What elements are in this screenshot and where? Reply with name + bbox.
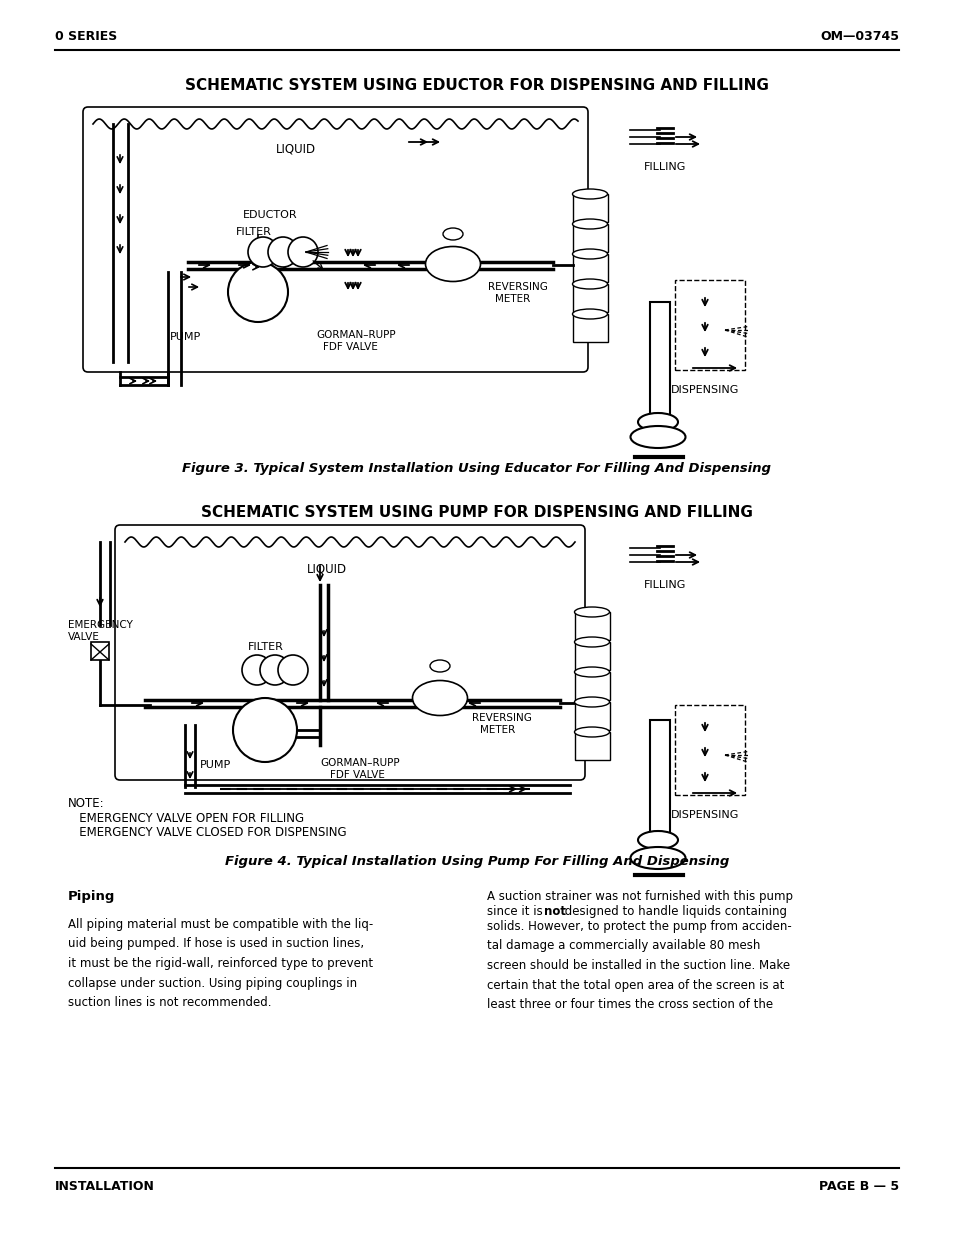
- Ellipse shape: [442, 228, 462, 240]
- Text: FILTER: FILTER: [248, 642, 284, 652]
- Text: GORMAN–RUPP: GORMAN–RUPP: [315, 330, 395, 340]
- Bar: [575, 672, 609, 700]
- Bar: [575, 732, 609, 760]
- Ellipse shape: [630, 426, 685, 448]
- Text: LIQUID: LIQUID: [275, 142, 315, 156]
- Bar: [573, 254, 607, 282]
- Ellipse shape: [574, 606, 609, 618]
- Circle shape: [228, 262, 288, 322]
- Text: EMERGENCY VALVE OPEN FOR FILLING: EMERGENCY VALVE OPEN FOR FILLING: [68, 811, 304, 825]
- Text: EMERGENCY VALVE CLOSED FOR DISPENSING: EMERGENCY VALVE CLOSED FOR DISPENSING: [68, 826, 346, 839]
- Ellipse shape: [425, 247, 480, 282]
- Text: not: not: [543, 905, 565, 918]
- Text: solids. However, to protect the pump from acciden-
tal damage a commercially ava: solids. However, to protect the pump fro…: [486, 920, 791, 1011]
- Bar: [649, 720, 669, 840]
- Text: Piping: Piping: [68, 890, 115, 903]
- Text: FDF VALVE: FDF VALVE: [323, 342, 377, 352]
- Bar: [91, 642, 109, 659]
- FancyBboxPatch shape: [83, 107, 587, 372]
- Text: FILLING: FILLING: [643, 580, 685, 590]
- Bar: [573, 194, 607, 222]
- Text: PUMP: PUMP: [170, 332, 201, 342]
- Circle shape: [233, 698, 296, 762]
- Text: FDF VALVE: FDF VALVE: [330, 769, 384, 781]
- Text: Figure 4. Typical Installation Using Pump For Filling And Dispensing: Figure 4. Typical Installation Using Pum…: [225, 855, 728, 868]
- FancyBboxPatch shape: [115, 525, 584, 781]
- Ellipse shape: [412, 680, 467, 715]
- Ellipse shape: [572, 219, 607, 228]
- Ellipse shape: [572, 189, 607, 199]
- Ellipse shape: [574, 667, 609, 677]
- Ellipse shape: [638, 412, 678, 431]
- Ellipse shape: [572, 309, 607, 319]
- Text: LIQUID: LIQUID: [307, 562, 347, 576]
- Text: EMERGENCY
VALVE: EMERGENCY VALVE: [68, 620, 132, 642]
- Bar: [573, 314, 607, 342]
- Ellipse shape: [572, 279, 607, 289]
- Text: FILLING: FILLING: [643, 162, 685, 172]
- Ellipse shape: [630, 847, 685, 869]
- Text: SCHEMATIC SYSTEM USING EDUCTOR FOR DISPENSING AND FILLING: SCHEMATIC SYSTEM USING EDUCTOR FOR DISPE…: [185, 78, 768, 93]
- Bar: [573, 284, 607, 312]
- Text: GORMAN–RUPP: GORMAN–RUPP: [319, 758, 399, 768]
- Text: PAGE B — 5: PAGE B — 5: [818, 1179, 898, 1193]
- Text: INSTALLATION: INSTALLATION: [55, 1179, 154, 1193]
- Text: 0 SERIES: 0 SERIES: [55, 30, 117, 43]
- Text: Figure 3. Typical System Installation Using Educator For Filling And Dispensing: Figure 3. Typical System Installation Us…: [182, 462, 771, 475]
- Ellipse shape: [430, 659, 450, 672]
- Text: A suction strainer was not furnished with this pump: A suction strainer was not furnished wit…: [486, 890, 792, 903]
- Bar: [573, 224, 607, 252]
- Bar: [575, 642, 609, 671]
- Circle shape: [277, 655, 308, 685]
- Ellipse shape: [574, 727, 609, 737]
- Bar: [575, 613, 609, 640]
- Circle shape: [260, 655, 290, 685]
- Bar: [675, 705, 744, 795]
- Text: OM—03745: OM—03745: [820, 30, 898, 43]
- Text: SCHEMATIC SYSTEM USING PUMP FOR DISPENSING AND FILLING: SCHEMATIC SYSTEM USING PUMP FOR DISPENSI…: [201, 505, 752, 520]
- Text: DISPENSING: DISPENSING: [670, 385, 739, 395]
- Circle shape: [248, 237, 277, 267]
- Text: METER: METER: [479, 725, 515, 735]
- Circle shape: [268, 237, 297, 267]
- Text: FILTER: FILTER: [235, 227, 272, 237]
- Text: designed to handle liquids containing: designed to handle liquids containing: [560, 905, 786, 918]
- Text: DISPENSING: DISPENSING: [670, 810, 739, 820]
- Text: EDUCTOR: EDUCTOR: [243, 210, 297, 220]
- Circle shape: [242, 655, 272, 685]
- Bar: [575, 701, 609, 730]
- Text: since it is: since it is: [486, 905, 546, 918]
- Text: REVERSING: REVERSING: [488, 282, 547, 291]
- Circle shape: [288, 237, 317, 267]
- Text: All piping material must be compatible with the liq-
uid being pumped. If hose i: All piping material must be compatible w…: [68, 918, 373, 1009]
- Text: METER: METER: [495, 294, 530, 304]
- Text: REVERSING: REVERSING: [472, 713, 532, 722]
- Ellipse shape: [574, 697, 609, 706]
- Bar: [675, 280, 744, 370]
- Text: PUMP: PUMP: [200, 760, 231, 769]
- Ellipse shape: [572, 249, 607, 259]
- Text: NOTE:: NOTE:: [68, 797, 105, 810]
- Ellipse shape: [574, 637, 609, 647]
- Bar: [649, 303, 669, 422]
- Ellipse shape: [638, 831, 678, 848]
